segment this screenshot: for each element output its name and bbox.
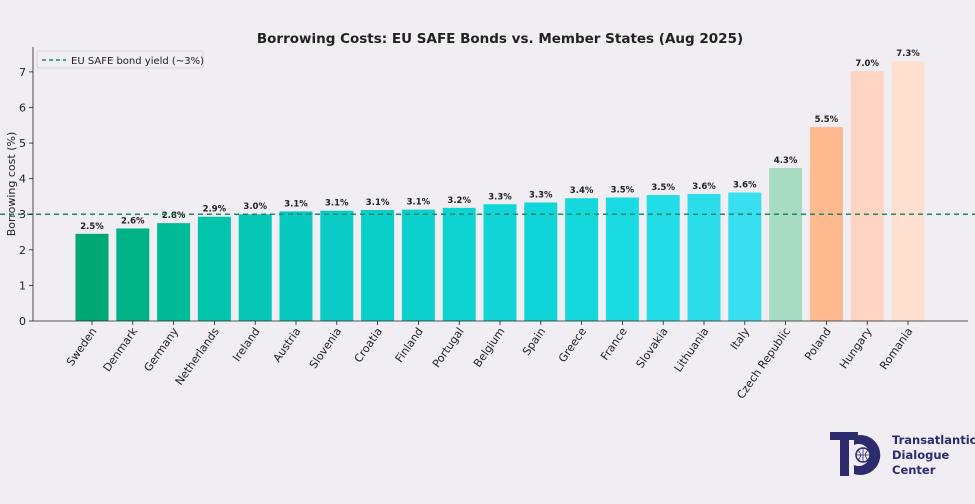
bar-value-label: 2.8% (162, 211, 186, 221)
x-tick-label: Ireland (230, 325, 262, 364)
x-tick-label: Spain (520, 325, 548, 358)
bar-lithuania (687, 193, 721, 321)
bar-romania (891, 61, 925, 321)
y-tick-label: 7 (19, 66, 26, 79)
x-tick-label: Netherlands (173, 325, 222, 388)
logo-line-3: Center (892, 463, 936, 477)
bar-value-label: 4.3% (774, 156, 798, 166)
legend-entry-label: EU SAFE bond yield (~3%) (71, 56, 204, 67)
x-tick-label: Germany (141, 325, 181, 374)
x-tick-label: Slovakia (634, 325, 671, 370)
bar-value-label: 3.1% (325, 199, 349, 209)
tdc-logo-icon (830, 432, 881, 476)
x-tick-label: Romania (877, 325, 915, 372)
bar-value-label: 3.3% (529, 191, 553, 201)
bar-netherlands (197, 216, 231, 321)
axes-group (32, 47, 968, 322)
x-tick-label: Croatia (352, 325, 385, 365)
bar-value-label: 2.6% (121, 216, 145, 226)
x-tick-label: Lithuania (672, 325, 712, 374)
x-tick-label: Hungary (837, 325, 875, 371)
bar-czech-republic (769, 167, 803, 321)
chart-title: Borrowing Costs: EU SAFE Bonds vs. Membe… (257, 31, 743, 47)
x-tick-label: Portugal (430, 325, 467, 370)
bar-greece (565, 198, 599, 321)
legend-box (36, 50, 204, 69)
x-tick-label: Belgium (471, 325, 508, 369)
y-tick-label: 3 (19, 208, 26, 221)
organization-logo: Transatlantic Dialogue Center (830, 430, 975, 480)
bar-value-label: 3.5% (651, 183, 675, 193)
bar-value-label: 7.3% (896, 49, 920, 59)
bar-croatia (361, 209, 395, 321)
bar-austria (279, 211, 313, 321)
x-tick-label: France (598, 325, 630, 363)
bar-france (605, 197, 639, 321)
bar-sweden (75, 233, 109, 321)
bar-slovenia (320, 210, 354, 321)
bar-value-label: 3.1% (407, 198, 431, 208)
bars-group (75, 61, 925, 321)
x-tick-label: Slovenia (307, 325, 345, 371)
bar-value-label: 3.5% (611, 186, 635, 196)
bar-value-label: 3.2% (447, 196, 471, 206)
y-ticks-group: 0 1 2 3 4 5 6 7 (19, 66, 33, 328)
bar-value-label: 3.4% (570, 186, 594, 196)
bar-portugal (442, 207, 476, 321)
y-axis-label: Borrowing cost (%) (5, 132, 18, 236)
y-tick-label: 5 (19, 137, 26, 150)
x-tick-label: Denmark (101, 325, 141, 374)
bar-value-label: 5.5% (815, 115, 839, 125)
x-tick-label: Italy (728, 325, 753, 352)
bar-value-label: 7.0% (855, 59, 879, 69)
bar-denmark (116, 228, 150, 321)
x-tick-label: Sweden (64, 325, 100, 368)
bar-spain (524, 202, 558, 321)
bar-value-label: 3.0% (243, 202, 267, 212)
bar-value-label: 3.1% (284, 199, 308, 209)
logo-text: Transatlantic Dialogue Center (892, 433, 975, 478)
bar-value-label: 2.5% (80, 222, 104, 232)
bar-ireland (238, 214, 272, 321)
y-tick-label: 4 (19, 173, 26, 186)
x-tick-label: Greece (556, 325, 589, 365)
y-tick-label: 2 (19, 244, 26, 257)
bar-belgium (483, 204, 517, 321)
y-tick-label: 6 (19, 101, 26, 114)
y-tick-label: 0 (19, 315, 26, 328)
bar-hungary (850, 71, 884, 321)
bar-value-label: 3.3% (488, 192, 512, 202)
y-tick-label: 1 (19, 279, 26, 292)
bar-value-label: 3.6% (733, 181, 757, 191)
x-tick-label: Finland (393, 325, 426, 365)
bar-finland (401, 209, 435, 321)
value-labels-group: 2.5% 2.6% 2.8% 2.9% 3.0% 3.1% 3.1% 3.1% 3.1% 3.2%… (80, 49, 920, 232)
bar-poland (809, 127, 843, 321)
bar-germany (157, 223, 191, 321)
logo-line-1: Transatlantic (892, 433, 975, 447)
bar-value-label: 2.9% (203, 205, 227, 215)
bar-value-label: 3.6% (692, 182, 716, 192)
bar-value-label: 3.1% (366, 198, 390, 208)
logo-line-2: Dialogue (892, 448, 950, 462)
x-tick-label: Poland (802, 325, 834, 363)
bar-italy (728, 192, 762, 321)
x-tick-label: Austria (271, 325, 304, 364)
bar-slovakia (646, 195, 680, 321)
legend: EU SAFE bond yield (~3%) (36, 50, 204, 69)
